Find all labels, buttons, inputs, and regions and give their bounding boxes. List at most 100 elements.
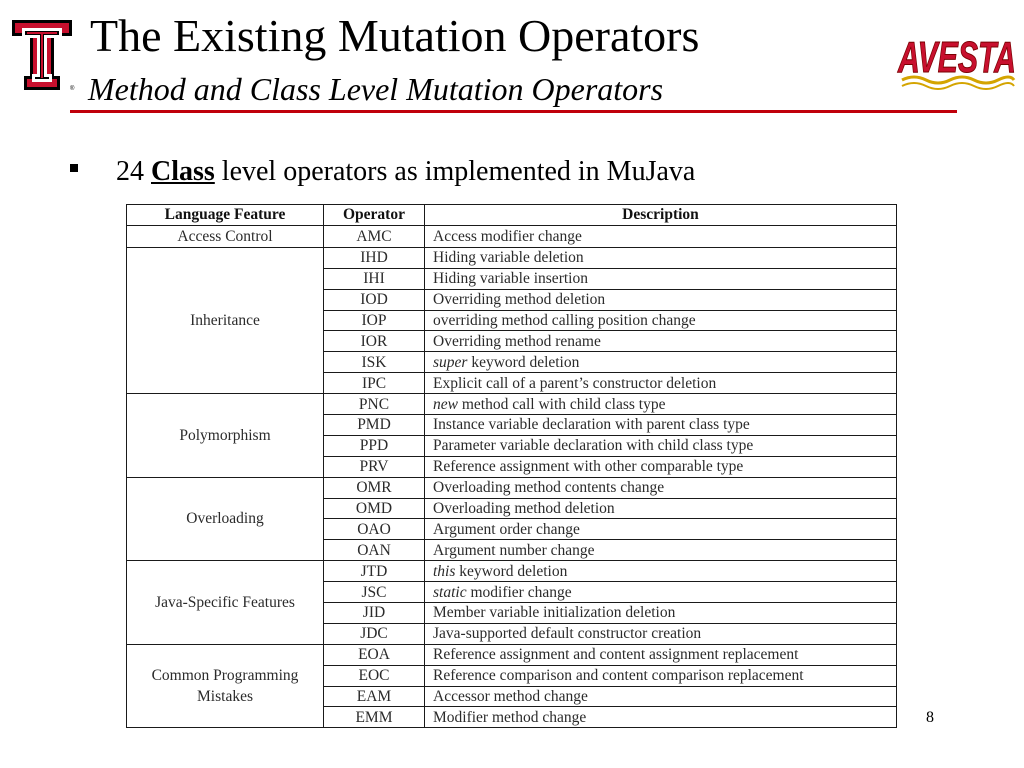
table-row: OAO Argument order change <box>127 518 897 541</box>
operator-cell: OAN <box>323 539 425 562</box>
svg-text:AVESTA: AVESTA <box>897 33 1016 82</box>
description-keyword: this <box>433 562 456 580</box>
description-cell: Accessor method change <box>424 685 897 708</box>
bullet-emphasis: Class <box>151 156 215 187</box>
column-header-description: Description <box>424 204 897 226</box>
operator-cell: PNC <box>323 393 425 416</box>
operator-cell: IHI <box>323 267 425 290</box>
description-cell: static modifier change <box>424 581 897 604</box>
operator-cell: PRV <box>323 455 425 478</box>
operator-cell: JDC <box>323 622 425 645</box>
description-cell: Reference assignment and content assignm… <box>424 643 897 666</box>
description-text: Hiding variable insertion <box>433 270 588 288</box>
description-text: Overriding method deletion <box>433 291 606 309</box>
table-row: EMM Modifier method change <box>127 706 897 729</box>
operator-cell: IOP <box>323 309 425 332</box>
table-row: IOD Overriding method deletion <box>127 288 897 311</box>
operator-cell: OAO <box>323 518 425 541</box>
description-text: Reference comparison and content compari… <box>433 667 804 685</box>
table-row: ISK super keyword deletion <box>127 351 897 374</box>
table-row: PRV Reference assignment with other compa… <box>127 455 897 478</box>
operator-cell: IOR <box>323 330 425 353</box>
operator-cell: IHD <box>323 246 425 269</box>
operator-cell: IPC <box>323 372 425 395</box>
description-text: overriding method calling position chang… <box>433 312 696 329</box>
operator-cell: EOA <box>323 643 425 666</box>
table-row: JDC Java-supported default constructor cr… <box>127 622 897 645</box>
operator-cell: OMD <box>323 497 425 520</box>
table-body: Access Control AMC Access modifier change I… <box>126 224 897 729</box>
table-row: Access Control AMC Access modifier change <box>126 224 897 248</box>
description-cell: overriding method calling position chang… <box>424 309 897 332</box>
language-feature-cell: Polymorphism <box>126 393 324 478</box>
description-cell: Reference assignment with other comparab… <box>424 455 897 478</box>
language-feature-cell: Inheritance <box>126 246 324 395</box>
table-header-row: Language Feature Operator Description <box>126 204 897 226</box>
language-feature-cell: Access Control <box>126 224 324 248</box>
table-row: IPC Explicit call of a parent’s construct… <box>127 372 897 395</box>
description-cell: Instance variable declaration with paren… <box>424 414 897 436</box>
description-text: Java-supported default constructor creat… <box>433 625 702 643</box>
operator-cell: JID <box>323 602 425 624</box>
description-text: Reference assignment with other comparab… <box>433 458 744 476</box>
table-row: PPD Parameter variable declaration with c… <box>127 434 897 457</box>
operator-cell: EAM <box>323 685 425 708</box>
description-cell: Modifier method change <box>424 706 897 729</box>
description-text: Accessor method change <box>433 688 588 706</box>
description-text: keyword deletion <box>455 562 568 580</box>
operator-cell: EOC <box>323 664 425 687</box>
column-header-feature: Language Feature <box>126 204 324 226</box>
description-cell: this keyword deletion <box>424 560 897 583</box>
description-text: Overloading method contents change <box>433 479 665 497</box>
table-row: IHI Hiding variable insertion <box>127 267 897 290</box>
operator-cell: ISK <box>323 351 425 374</box>
description-text: Reference assignment and content assignm… <box>433 646 799 664</box>
slide-title: The Existing Mutation Operators <box>90 10 700 61</box>
description-cell: Overloading method deletion <box>424 497 897 520</box>
page-number: 8 <box>926 709 934 726</box>
description-cell: Hiding variable deletion <box>424 246 897 269</box>
table-row: OAN Argument number change <box>127 539 897 562</box>
table-row: OMD Overloading method deletion <box>127 497 897 520</box>
table-row: IOP overriding method calling position ch… <box>127 309 897 332</box>
description-text: Instance variable declaration with paren… <box>433 416 750 434</box>
description-keyword: super <box>433 353 468 371</box>
column-header-operator: Operator <box>323 204 425 226</box>
description-text: Explicit call of a parent’s constructor … <box>433 374 717 392</box>
trademark-mark: ® <box>70 86 75 92</box>
description-text: modifier change <box>466 583 572 601</box>
operator-cell: OMR <box>323 476 425 499</box>
title-divider <box>70 110 957 113</box>
description-cell: Reference comparison and content compari… <box>424 664 897 687</box>
table-row: Java-Specific Features JTD this keyword de… <box>126 560 897 645</box>
description-text: Parameter variable declaration with chil… <box>433 437 754 455</box>
bullet-text: level operators as implemented in MuJava <box>221 156 696 187</box>
description-cell: Argument number change <box>424 539 897 562</box>
description-text: Overloading method deletion <box>433 500 615 518</box>
language-feature-cell: Overloading <box>126 476 324 562</box>
operator-cell: JSC <box>323 581 425 604</box>
operator-cell: JTD <box>323 560 425 583</box>
description-text: Overriding method rename <box>433 332 601 350</box>
language-feature-cell: Java-Specific Features <box>126 560 324 645</box>
description-text: Access modifier change <box>433 227 582 245</box>
operator-cell: EMM <box>323 706 425 729</box>
description-cell: Overloading method contents change <box>424 476 897 499</box>
description-cell: Member variable initialization deletion <box>424 602 897 624</box>
description-cell: Argument order change <box>424 518 897 541</box>
description-text: keyword deletion <box>467 353 580 371</box>
bullet-item: 24 Class level operators as implemented … <box>70 155 695 189</box>
description-keyword: static <box>433 583 467 601</box>
description-cell: Java-supported default constructor creat… <box>424 622 897 645</box>
description-cell: new method call with child class type <box>424 393 897 416</box>
mutation-operator-table: Language Feature Operator Description Ac… <box>126 204 897 729</box>
description-cell: Overriding method rename <box>424 330 897 353</box>
avesta-logo: AVESTA <box>894 14 1020 94</box>
description-cell: Access modifier change <box>424 224 897 248</box>
square-bullet-icon <box>70 164 78 172</box>
table-row: Inheritance IHD Hiding variable deletion <box>126 246 897 395</box>
table-row: Overloading OMR Overloading method content… <box>126 476 897 562</box>
operator-cell: PPD <box>323 434 425 457</box>
table-row: PMD Instance variable declaration with pa… <box>127 414 897 436</box>
description-cell: Hiding variable insertion <box>424 267 897 290</box>
